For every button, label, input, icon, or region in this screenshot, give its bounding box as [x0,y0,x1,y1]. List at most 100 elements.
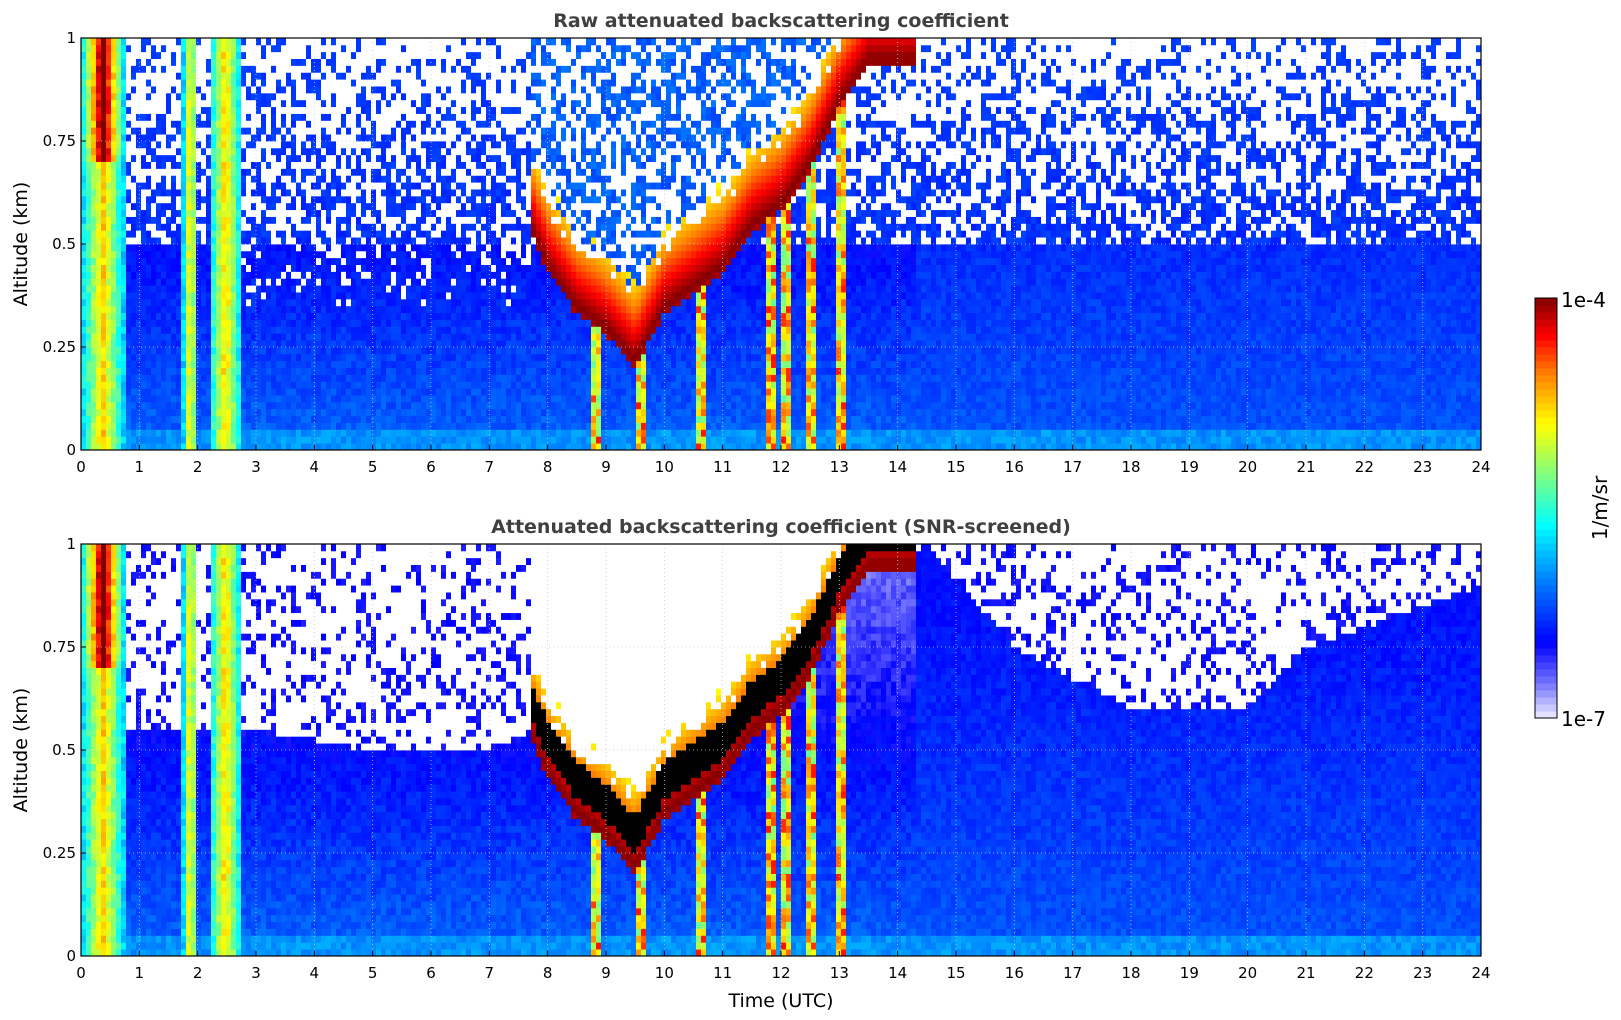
heatmap-cell [141,326,147,334]
heatmap-cell [241,51,247,59]
heatmap-cell [496,429,502,437]
heatmap-cell [206,367,212,375]
heatmap-cell [301,65,307,73]
heatmap-cell [241,202,247,211]
heatmap-cell [81,333,87,341]
heatmap-cell [226,305,232,314]
heatmap-cell [371,79,377,87]
heatmap-cell [396,195,402,204]
heatmap-cell [186,223,192,231]
heatmap-cell [196,230,202,238]
heatmap-cell [431,134,437,142]
heatmap-cell [166,72,172,80]
heatmap-cell [371,168,377,176]
heatmap-cell [421,182,427,190]
heatmap-cell [191,436,197,444]
heatmap-cell [276,347,282,355]
heatmap-cell [181,65,187,73]
heatmap-cell [421,278,427,286]
heatmap-cell [436,202,442,211]
heatmap-cell [421,120,427,128]
heatmap-cell [486,285,492,293]
heatmap-cell [401,250,407,259]
heatmap-cell [101,422,107,430]
heatmap-cell [466,250,472,259]
heatmap-cell [431,86,437,94]
heatmap-cell [291,401,297,410]
heatmap-cell [451,333,457,341]
heatmap-cell [116,79,122,87]
heatmap-cell [111,353,117,362]
heatmap-cell [231,312,237,320]
heatmap-cell [161,65,167,73]
heatmap-cell [296,86,302,94]
heatmap-cell [396,230,402,238]
heatmap-cell [251,86,257,94]
heatmap-cell [96,216,102,224]
heatmap-cell [146,161,152,169]
heatmap-cell [431,92,437,101]
heatmap-cell [181,86,187,94]
heatmap-cell [446,285,452,293]
heatmap-cell [491,120,497,128]
heatmap-cell [416,92,422,101]
heatmap-cell [231,381,237,389]
heatmap-cell [371,147,377,156]
heatmap-cell [461,436,467,444]
heatmap-cell [81,223,87,231]
heatmap-cell [86,422,92,430]
heatmap-cell [401,436,407,444]
heatmap-cell [231,168,237,176]
heatmap-cell [326,347,332,355]
heatmap-cell [176,216,182,224]
heatmap-cell [386,113,392,121]
heatmap-cell [406,113,412,121]
heatmap-cell [96,347,102,355]
heatmap-cell [371,120,377,128]
heatmap-cell [151,141,157,149]
heatmap-cell [456,292,462,300]
heatmap-cell [396,388,402,396]
heatmap-cell [216,443,222,450]
heatmap-cell [251,195,257,204]
heatmap-cell [256,92,262,101]
heatmap-cell [191,319,197,327]
heatmap-cell [311,230,317,238]
heatmap-cell [256,134,262,142]
heatmap-cell [251,292,257,300]
heatmap-cell [206,216,212,224]
heatmap-cell [266,120,272,128]
heatmap-cell [181,195,187,204]
heatmap-cell [451,38,457,46]
heatmap-cell [141,106,147,114]
heatmap-cell [231,134,237,142]
heatmap-cell [296,202,302,211]
heatmap-cell [336,72,342,80]
heatmap-cell [291,127,297,135]
heatmap-cell [271,285,277,293]
heatmap-cell [336,305,342,314]
heatmap-cell [156,443,162,450]
heatmap-cell [126,250,132,259]
heatmap-cell [216,147,222,156]
heatmap-cell [141,202,147,211]
heatmap-cell [316,401,322,410]
heatmap-cell [256,161,262,169]
heatmap-cell [381,161,387,169]
heatmap-cell [356,319,362,327]
heatmap-cell [251,202,257,211]
heatmap-cell [166,271,172,279]
heatmap-cell [421,113,427,121]
heatmap-cell [366,58,372,66]
heatmap-cell [396,264,402,272]
heatmap-cell [196,244,202,252]
heatmap-cell [231,99,237,108]
heatmap-cell [416,168,422,176]
heatmap-cell [141,422,147,430]
heatmap-cell [481,250,487,259]
heatmap-cell [351,326,357,334]
heatmap-cell [206,106,212,114]
heatmap-cell [386,72,392,80]
heatmap-cell [436,374,442,382]
heatmap-cell [261,312,267,320]
